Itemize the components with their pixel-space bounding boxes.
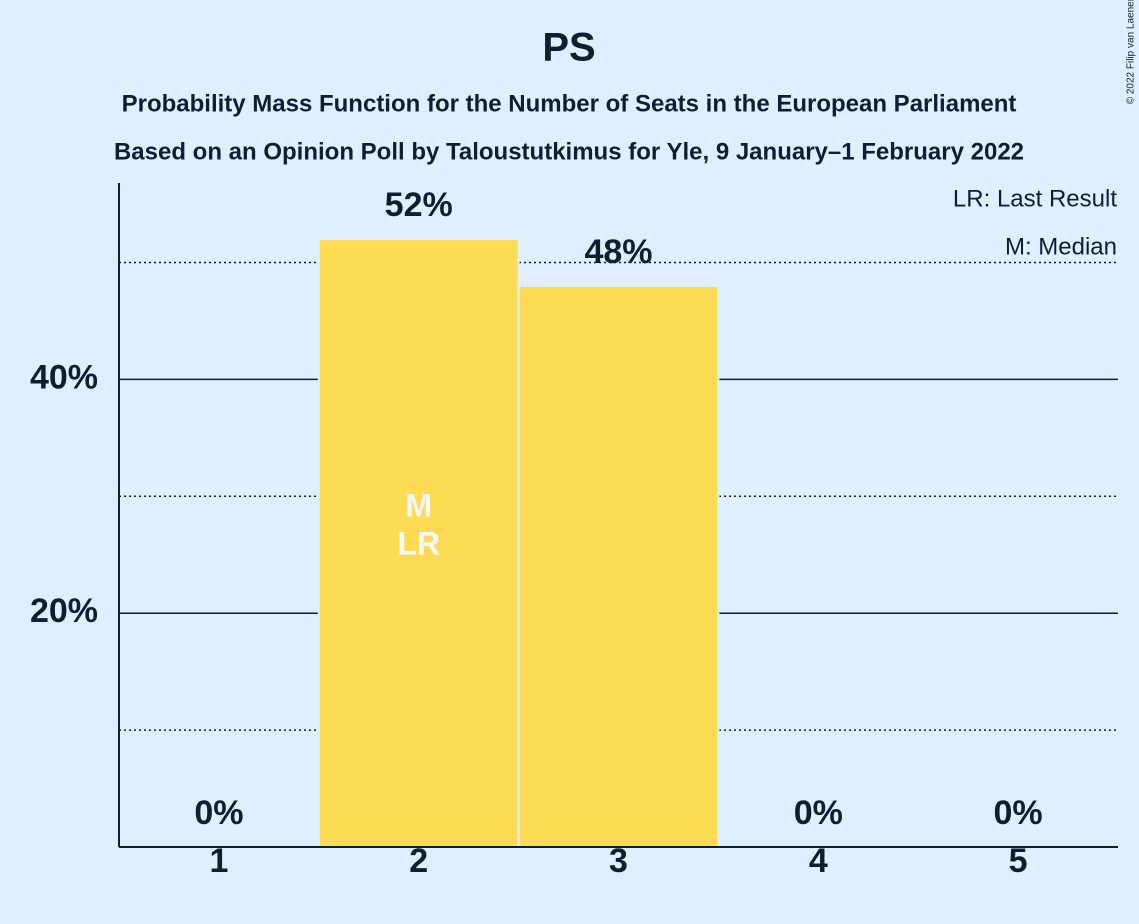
- x-tick-label: 5: [1009, 842, 1028, 880]
- median-marker: M: [405, 487, 432, 523]
- x-tick-label: 3: [609, 842, 628, 880]
- chart-subtitle: Probability Mass Function for the Number…: [122, 90, 1017, 117]
- legend-entry: LR: Last Result: [953, 185, 1117, 212]
- value-label: 0%: [794, 794, 843, 832]
- chart-title: PS: [542, 26, 595, 70]
- last-result-marker: LR: [397, 525, 440, 561]
- y-tick-label: 40%: [30, 358, 98, 396]
- value-label: 0%: [994, 794, 1043, 832]
- x-tick-label: 2: [409, 842, 428, 880]
- value-label: 52%: [385, 186, 453, 224]
- legend-entry: M: Median: [1005, 233, 1117, 260]
- bar: [517, 284, 720, 848]
- value-label: 48%: [584, 233, 652, 271]
- value-label: 0%: [194, 794, 243, 832]
- credit: © 2022 Filip van Laenen: [1126, 0, 1137, 104]
- bar: [317, 238, 520, 848]
- x-tick-label: 1: [209, 842, 228, 880]
- x-tick-label: 4: [809, 842, 828, 880]
- chart-subtitle: Based on an Opinion Poll by Taloustutkim…: [114, 138, 1024, 165]
- y-tick-label: 20%: [30, 592, 98, 630]
